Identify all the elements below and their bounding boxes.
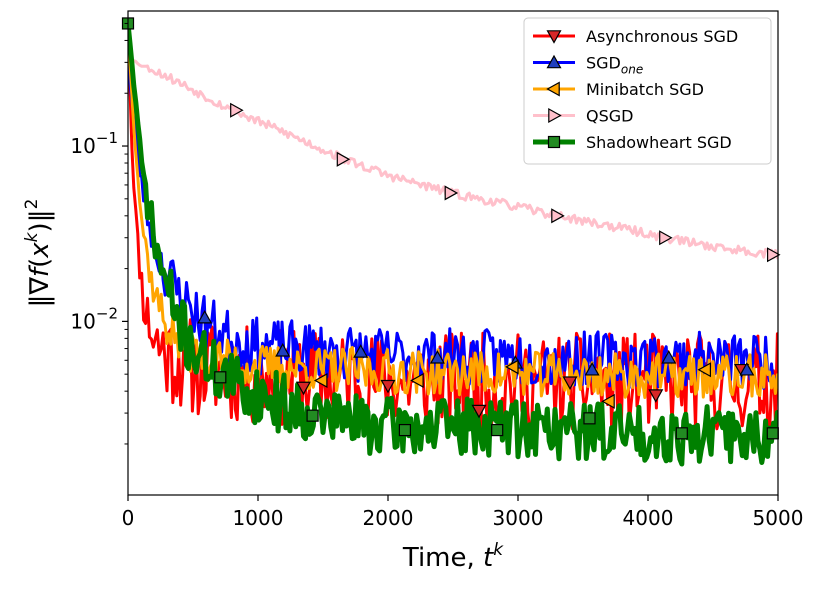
plot-frame xyxy=(127,10,779,496)
legend: Asynchronous SGD SGDone Minibatch SGD QSGD S… xyxy=(523,17,772,165)
marker-minibatch-sgd-2 xyxy=(505,359,519,375)
marker-shadowheart-sgd-4 xyxy=(491,423,504,437)
y-tick-label-0: 10−1 xyxy=(70,129,118,158)
marker-asynchronous-sgd-3 xyxy=(562,376,578,390)
legend-entry-minibatch-sgd: Minibatch SGD xyxy=(533,80,704,99)
marker-layer xyxy=(121,17,781,440)
legend-swatch-marker xyxy=(546,30,562,44)
marker-minibatch-sgd-3 xyxy=(601,393,615,409)
marker-sgd-one-5 xyxy=(584,362,600,376)
legend-swatch-marker xyxy=(547,135,561,149)
legend-swatch-marker xyxy=(546,54,562,69)
marker-qsgd-2 xyxy=(444,185,459,201)
y-axis-ticks: 10−1 10−2 xyxy=(70,22,128,445)
marker-sgd-one-0 xyxy=(197,309,213,324)
marker-sgd-one-7 xyxy=(739,362,755,376)
marker-sgd-one-1 xyxy=(275,343,291,357)
marker-shadowheart-sgd-7 xyxy=(766,427,779,440)
marker-qsgd-5 xyxy=(766,247,781,263)
x-tick-label-1000: 1000 xyxy=(233,506,284,530)
series-line-shadowheart-sgd xyxy=(128,21,778,467)
y-axis-label: ‖∇f(xk)‖2 xyxy=(22,199,55,308)
legend-label: Minibatch SGD xyxy=(586,80,704,99)
legend-entry-shadowheart-sgd: Shadowheart SGD xyxy=(533,133,732,152)
legend-entry-asynchronous-sgd: Asynchronous SGD xyxy=(533,27,738,46)
marker-minibatch-sgd-0 xyxy=(313,373,328,389)
legend-swatch-marker xyxy=(546,81,560,97)
marker-qsgd-4 xyxy=(659,230,673,246)
marker-shadowheart-sgd-3 xyxy=(398,423,411,437)
marker-asynchronous-sgd-2 xyxy=(471,404,487,419)
legend-swatch-marker xyxy=(548,107,562,124)
x-tick-label-5000: 5000 xyxy=(753,506,804,530)
marker-sgd-one-3 xyxy=(429,350,445,364)
legend-label: Asynchronous SGD xyxy=(586,27,738,46)
marker-sgd-one-6 xyxy=(661,350,677,364)
legend-label: Shadowheart SGD xyxy=(586,133,732,152)
x-tick-label-0: 0 xyxy=(122,506,135,530)
marker-asynchronous-sgd-4 xyxy=(648,389,664,403)
marker-shadowheart-sgd-1 xyxy=(214,371,227,384)
x-tick-label-2000: 2000 xyxy=(363,506,414,530)
marker-minibatch-sgd-1 xyxy=(410,373,424,389)
legend-label: QSGD xyxy=(586,107,633,126)
marker-shadowheart-sgd-2 xyxy=(306,409,319,422)
legend-label: SGDone xyxy=(586,54,643,77)
marker-qsgd-3 xyxy=(551,208,565,224)
legend-entry-qsgd: QSGD xyxy=(533,107,633,126)
marker-minibatch-sgd-4 xyxy=(697,362,712,378)
marker-asynchronous-sgd-0 xyxy=(295,381,312,396)
marker-sgd-one-2 xyxy=(353,344,369,358)
marker-asynchronous-sgd-1 xyxy=(380,379,396,394)
legend-entry-sgd-one: SGDone xyxy=(533,54,643,77)
marker-qsgd-1 xyxy=(336,151,351,167)
x-axis-label: Time, tk xyxy=(402,540,504,573)
x-tick-label-3000: 3000 xyxy=(493,506,544,530)
x-tick-label-4000: 4000 xyxy=(623,506,674,530)
marker-shadowheart-sgd-5 xyxy=(583,412,596,425)
y-tick-label-1: 10−2 xyxy=(70,304,118,333)
x-axis-ticks: 0 1000 2000 3000 4000 5000 xyxy=(122,495,804,530)
marker-qsgd-0 xyxy=(230,102,244,118)
marker-shadowheart-sgd-6 xyxy=(675,427,688,440)
legend-box xyxy=(523,17,772,165)
